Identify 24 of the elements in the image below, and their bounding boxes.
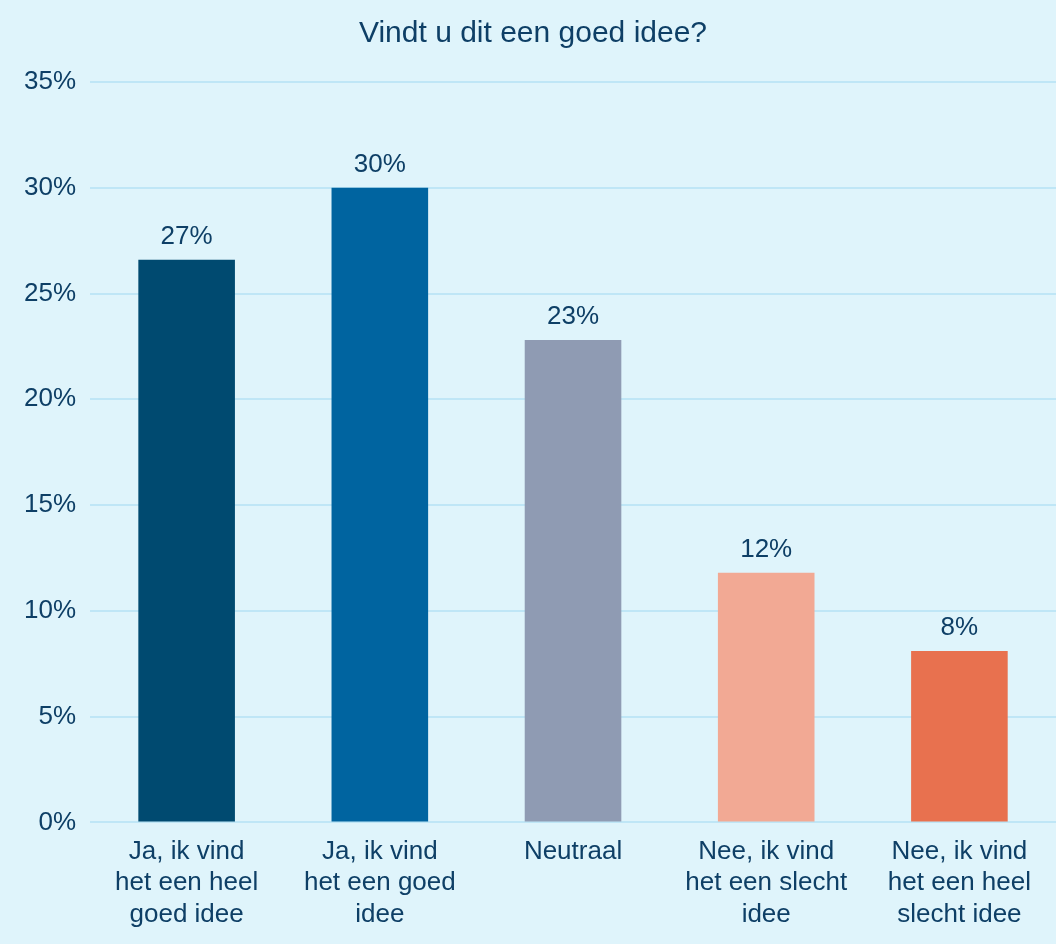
data-label: 27% [160, 219, 213, 250]
x-tick-label: Ja, ik vind het een heel goed idee [115, 835, 259, 928]
bar [331, 187, 429, 822]
data-label: 30% [353, 147, 406, 178]
x-tick-label: Nee, ik vind het een heel slecht idee [887, 835, 1031, 928]
bar [138, 259, 235, 822]
y-tick-label: 35% [23, 65, 77, 96]
x-tick-label: Ja, ik vind het een goed idee [303, 835, 456, 928]
x-tick-label: Neutraal [523, 835, 623, 866]
bar [911, 651, 1008, 822]
y-tick-label: 20% [23, 382, 77, 413]
bar [717, 572, 815, 822]
chart-title: Vindt u dit een goed idee? [358, 15, 708, 49]
bar [524, 340, 622, 822]
data-label: 8% [940, 611, 979, 642]
y-tick-label: 0% [38, 805, 77, 836]
y-tick-label: 15% [23, 488, 77, 519]
x-tick-label: Nee, ik vind het een slecht idee [685, 835, 848, 928]
y-tick-label: 30% [23, 170, 77, 201]
y-tick-label: 5% [38, 699, 77, 730]
data-label: 23% [547, 300, 600, 331]
y-tick-label: 25% [23, 276, 77, 307]
data-label: 12% [740, 532, 793, 563]
y-tick-label: 10% [23, 594, 77, 625]
